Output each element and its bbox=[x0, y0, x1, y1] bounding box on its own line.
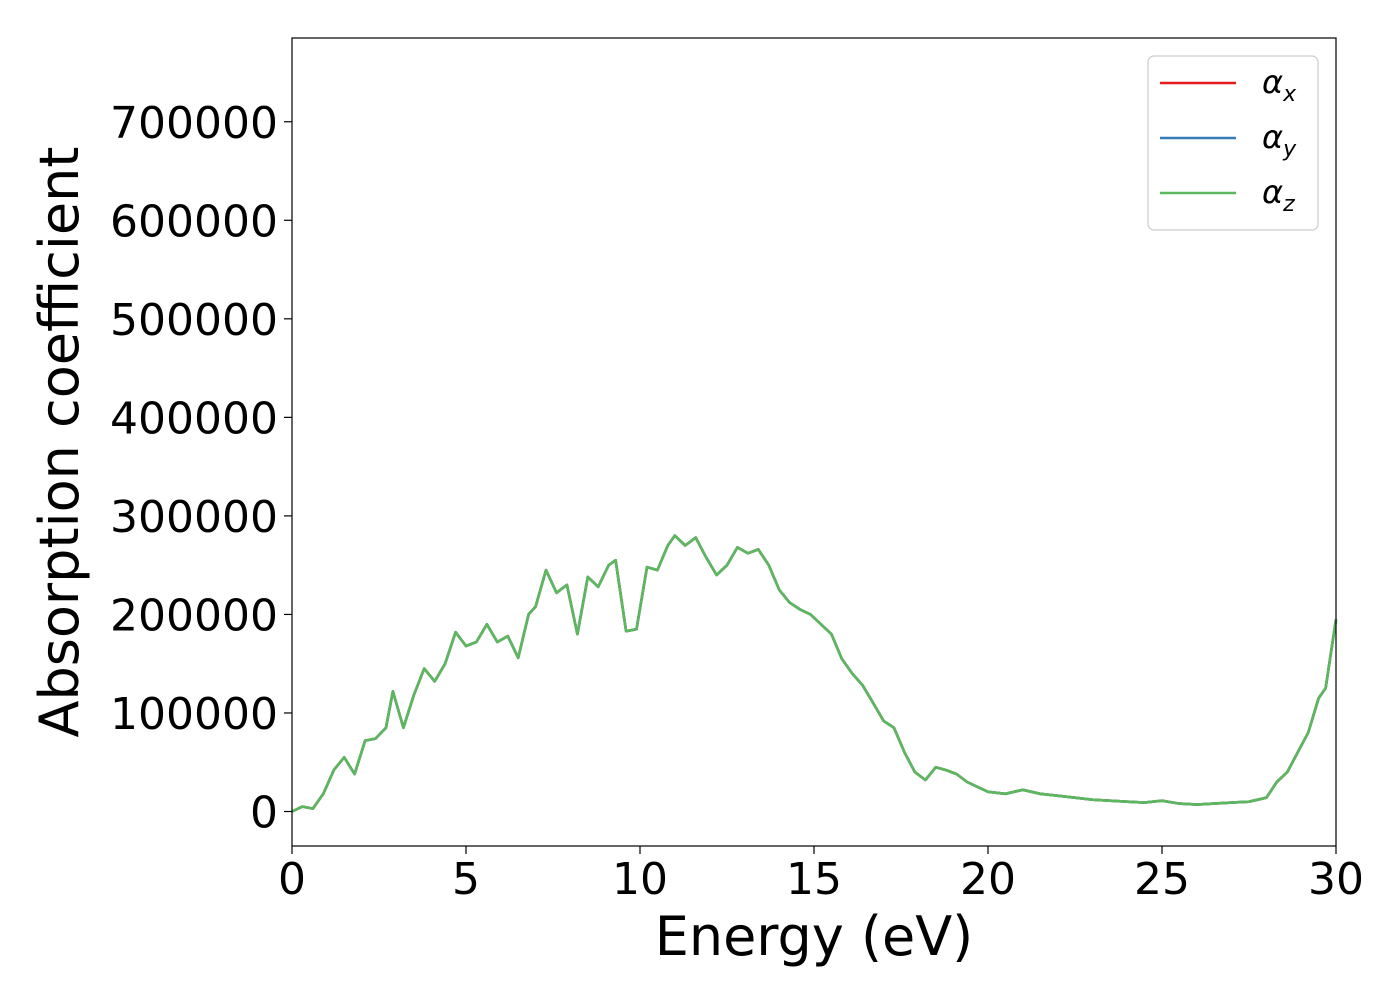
series-line-2 bbox=[291, 534, 1338, 813]
y-tick-label: 500000 bbox=[110, 295, 278, 346]
x-tick-label: 0 bbox=[278, 854, 306, 905]
y-tick-label: 700000 bbox=[110, 98, 278, 149]
series-layer bbox=[291, 534, 1338, 813]
x-tick-label: 10 bbox=[612, 854, 668, 905]
x-tick-label: 30 bbox=[1308, 854, 1364, 905]
x-axis-label: Energy (eV) bbox=[655, 905, 974, 968]
x-tick-label: 15 bbox=[786, 854, 842, 905]
y-tick-label: 300000 bbox=[110, 492, 278, 543]
x-tick-label: 25 bbox=[1134, 854, 1190, 905]
y-tick-label: 600000 bbox=[110, 196, 278, 247]
y-axis-label: Absorption coefficient bbox=[28, 147, 91, 738]
y-tick-label: 100000 bbox=[110, 689, 278, 740]
x-tick-label: 20 bbox=[960, 854, 1016, 905]
y-tick-label: 200000 bbox=[110, 590, 278, 641]
y-tick-label: 0 bbox=[250, 788, 278, 839]
x-axis: 0 5 10 15 20 25 30 bbox=[278, 846, 1364, 905]
y-axis: 0 100000 200000 300000 400000 500000 600000 700… bbox=[110, 98, 292, 839]
x-tick-label: 5 bbox=[452, 854, 480, 905]
legend-box bbox=[1147, 55, 1319, 231]
y-tick-label: 400000 bbox=[110, 393, 278, 444]
